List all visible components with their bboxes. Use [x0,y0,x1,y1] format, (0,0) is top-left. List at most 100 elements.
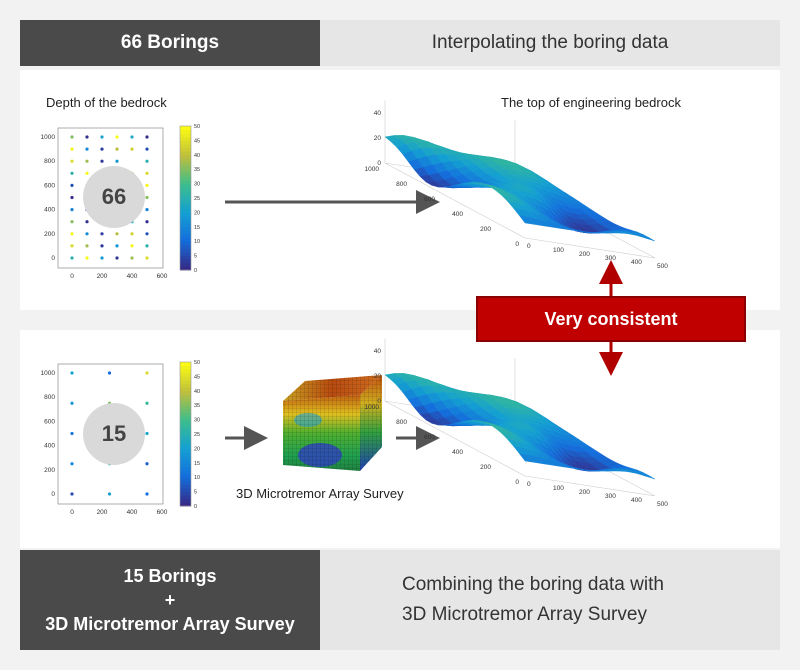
scatter-y-tick: 400 [44,443,55,450]
colorbar-tick: 15 [194,461,200,467]
header-66-borings: 66 Borings [20,20,320,66]
boring-point [145,244,149,248]
scatter-y-tick: 600 [44,418,55,425]
boring-point [115,244,119,248]
boring-point [145,220,149,224]
scatter-y-tick: 200 [44,467,55,474]
boring-point [145,232,149,236]
surface-x-tick: 200 [579,251,590,258]
surface-y-tick: 400 [452,449,463,456]
surface-y-tick: 1000 [365,166,380,173]
boring-point [145,183,149,187]
scatter-axes-frame [57,363,164,505]
surface-x-tick: 400 [631,497,642,504]
top-of-bedrock-title: The top of engineering bedrock [501,95,681,110]
surface-z-tick: 20 [374,135,382,142]
boring-point [70,401,74,405]
surface-x-tick: 100 [553,485,564,492]
header-combining-line1: Combining the boring data with [402,574,664,595]
boring-point [70,431,74,436]
colorbar-tick: 15 [194,225,200,231]
scatter-x-tick: 0 [70,509,74,516]
boring-point [107,492,112,496]
boring-point [70,159,74,163]
boring-point [70,462,74,466]
boring-point [70,232,74,236]
boring-point [115,147,119,151]
boring-point [145,208,149,212]
boring-point [145,147,149,151]
boring-point [145,195,149,200]
surface-x-tick: 500 [657,501,668,508]
surface-y-tick: 800 [396,419,407,426]
colorbar-tick: 30 [194,182,200,188]
boring-count-66-text: 66 [101,184,127,209]
surface-x-tick: 400 [631,259,642,266]
colorbar-tick: 10 [194,239,200,245]
boring-point [100,147,104,151]
colorbar-tick: 40 [194,389,200,395]
surface-z-tick: 40 [374,110,382,117]
scatter-x-tick: 600 [157,273,168,280]
scatter-x-tick: 200 [97,509,108,516]
surface-x-tick: 0 [527,243,531,250]
colorbar-tick: 20 [194,446,200,452]
boring-point [85,171,89,175]
header-15-borings-text: 15 Borings [123,566,217,586]
scatter-axes-frame [57,127,164,269]
boring-point [115,256,119,260]
boring-count-15-text: 15 [101,421,127,446]
boring-point [70,195,74,200]
boring-point [130,135,134,139]
scatter-y-tick: 400 [44,207,55,214]
header-interpolating: Interpolating the boring data [320,20,780,66]
boring-point [100,232,104,236]
boring-point [130,232,134,236]
colorbar-tick: 5 [194,254,197,260]
colorbar-tick: 0 [194,268,197,274]
colorbar-tick: 45 [194,374,200,380]
scatter-y-tick: 200 [44,231,55,238]
boring-point [70,220,74,224]
scatter-x-tick: 0 [70,273,74,280]
boring-point [145,492,149,496]
depth-of-bedrock-title: Depth of the bedrock [46,95,167,110]
surface-y-tick: 1000 [365,404,380,411]
surface-y-tick: 0 [515,479,519,486]
surface-y-tick: 200 [480,464,491,471]
boring-point [145,135,149,139]
boring-point [100,135,104,139]
scatter-x-tick: 200 [97,273,108,280]
boring-point [145,171,149,175]
very-consistent-label: Very consistent [476,296,746,342]
very-consistent-text: Very consistent [544,308,678,329]
surface-patch [639,473,656,480]
colorbar [179,125,192,271]
boring-point [107,371,112,375]
colorbar-tick: 25 [194,196,200,202]
boring-point [100,159,104,163]
scatter-y-tick: 600 [44,182,55,189]
colorbar-tick: 35 [194,167,200,173]
boring-point [100,244,104,248]
boring-point [130,256,134,260]
surface-z-tick: 0 [377,160,381,167]
surface-y-tick: 0 [515,241,519,248]
header-interpolating-text: Interpolating the boring data [431,32,669,53]
header-combining: Combining the boring data with 3D Microt… [320,550,780,650]
microtremor-survey-label: 3D Microtremor Array Survey [236,486,404,501]
boring-point [145,431,149,436]
header-15-borings-plus-survey: 15 Borings + 3D Microtremor Array Survey [20,550,320,650]
scatter-y-tick: 1000 [41,134,56,141]
boring-point [145,256,149,260]
surface-x-tick: 300 [605,255,616,262]
surface-y-tick: 600 [424,434,435,441]
boring-point [115,232,119,236]
boring-point [115,159,119,163]
scatter-y-tick: 800 [44,158,55,165]
boring-count-badge-15: 15 [83,403,145,465]
